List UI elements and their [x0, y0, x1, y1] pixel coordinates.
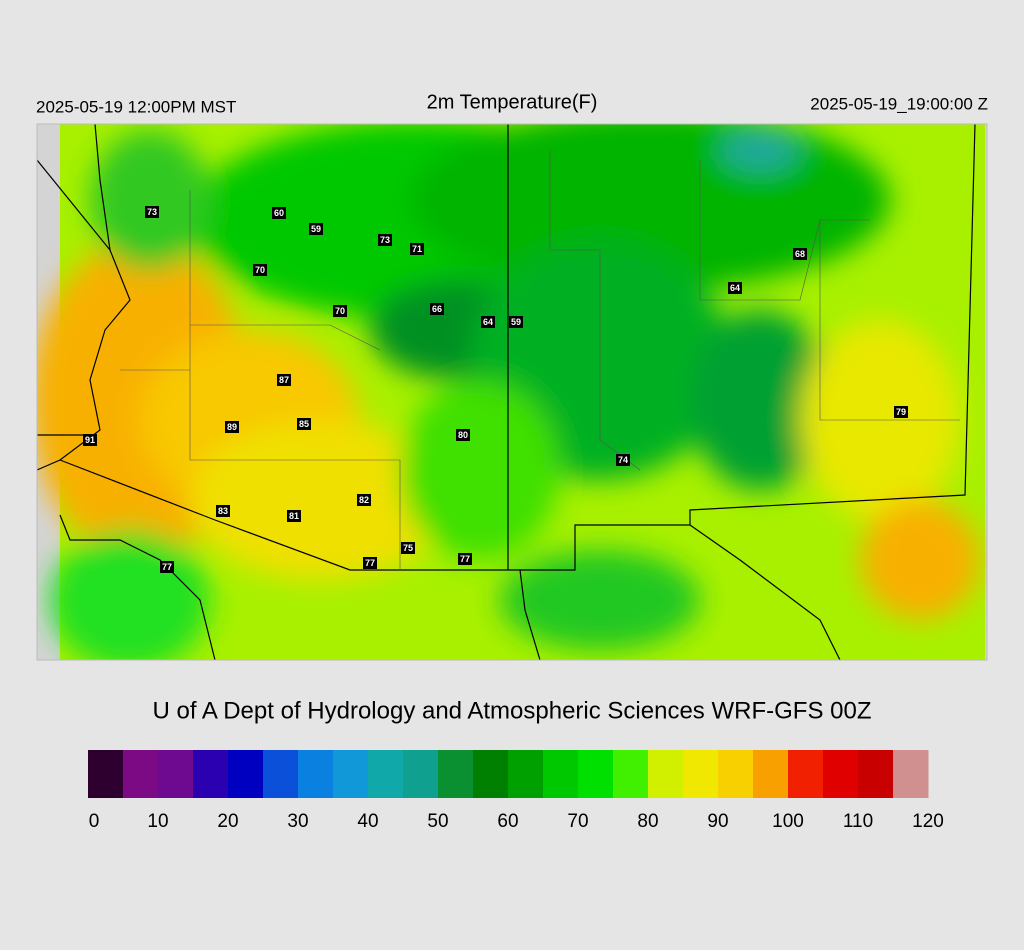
station-label-bg [430, 303, 444, 315]
colorbar-tick-label: 50 [427, 811, 448, 832]
colorbar: 0 10 20 30 40 50 60 70 80 90 100 110 120 [88, 750, 944, 832]
station-label-bg [287, 510, 301, 522]
station-label-bg [272, 207, 286, 219]
station-label-bg [481, 316, 495, 328]
colorbar-segment [438, 750, 474, 798]
station-label: 77 [365, 558, 375, 568]
station-label: 71 [412, 244, 422, 254]
valid-time-local: 2025-05-19 12:00PM MST [36, 97, 236, 116]
colorbar-segment [753, 750, 789, 798]
map-title: 2m Temperature(F) [427, 91, 598, 113]
colorbar-segment [543, 750, 579, 798]
colorbar-segment [613, 750, 649, 798]
valid-time-utc: 2025-05-19_19:00:00 Z [810, 94, 988, 113]
station-label-bg [456, 429, 470, 441]
station-label-bg [83, 434, 97, 446]
station-label: 81 [289, 511, 299, 521]
station-label: 70 [255, 265, 265, 275]
station-label: 59 [511, 317, 521, 327]
station-label: 82 [359, 495, 369, 505]
colorbar-segment [858, 750, 894, 798]
station-label: 59 [311, 224, 321, 234]
colorbar-segment [823, 750, 859, 798]
station-label-bg [410, 243, 424, 255]
station-label-bg [363, 557, 377, 569]
station-label: 87 [279, 375, 289, 385]
colorbar-segment [473, 750, 509, 798]
station-label-bg [145, 206, 159, 218]
colorbar-segment [403, 750, 439, 798]
station-label-bg [401, 542, 415, 554]
colorbar-segment [893, 750, 929, 798]
station-label: 64 [483, 317, 493, 327]
station-label-bg [333, 305, 347, 317]
colorbar-tick-label: 110 [843, 811, 873, 832]
station-label-bg [357, 494, 371, 506]
colorbar-segment [718, 750, 754, 798]
colorbar-segment [578, 750, 614, 798]
colorbar-segment [333, 750, 369, 798]
station-label-bg [509, 316, 523, 328]
station-label: 73 [147, 207, 157, 217]
station-label-bg [894, 406, 908, 418]
station-label-bg [458, 553, 472, 565]
colorbar-tick-label: 120 [912, 811, 944, 832]
colorbar-tick-label: 60 [497, 811, 518, 832]
colorbar-segment [298, 750, 334, 798]
colorbar-segment [683, 750, 719, 798]
colorbar-segment [88, 750, 124, 798]
station-label: 68 [795, 249, 805, 259]
station-label-bg [309, 223, 323, 235]
colorbar-tick-label: 30 [287, 811, 308, 832]
colorbar-tick-label: 20 [217, 811, 238, 832]
station-label-bg [216, 505, 230, 517]
station-label-bg [160, 561, 174, 573]
station-label: 80 [458, 430, 468, 440]
station-label: 85 [299, 419, 309, 429]
station-label-bg [793, 248, 807, 260]
colorbar-segment [648, 750, 684, 798]
station-label: 74 [618, 455, 628, 465]
colorbar-tick-label: 70 [567, 811, 588, 832]
colorbar-segment [788, 750, 824, 798]
colorbar-segment [508, 750, 544, 798]
station-label: 89 [227, 422, 237, 432]
colorbar-segment [228, 750, 264, 798]
station-label: 75 [403, 543, 413, 553]
colorbar-tick-label: 100 [772, 811, 804, 832]
colorbar-segment [193, 750, 229, 798]
station-label: 66 [432, 304, 442, 314]
station-label-bg [297, 418, 311, 430]
station-label: 79 [896, 407, 906, 417]
colorbar-segment [368, 750, 404, 798]
station-label-bg [225, 421, 239, 433]
station-label-bg [728, 282, 742, 294]
credit: U of A Dept of Hydrology and Atmospheric… [153, 697, 872, 724]
station-label: 77 [162, 562, 172, 572]
station-label: 77 [460, 554, 470, 564]
colorbar-segment [123, 750, 159, 798]
temperature-field [37, 124, 987, 660]
station-label: 83 [218, 506, 228, 516]
station-label-bg [378, 234, 392, 246]
station-labels: 73 60 59 73 71 70 70 66 64 59 68 64 87 89 85 80 91 79 74 82… [83, 206, 908, 573]
station-label-bg [253, 264, 267, 276]
station-label-bg [616, 454, 630, 466]
colorbar-segment [158, 750, 194, 798]
colorbar-tick-label: 90 [707, 811, 728, 832]
station-label-bg [277, 374, 291, 386]
colorbar-tick-label: 40 [357, 811, 378, 832]
station-label: 70 [335, 306, 345, 316]
station-label: 60 [274, 208, 284, 218]
station-label: 73 [380, 235, 390, 245]
colorbar-segment [263, 750, 299, 798]
station-label: 91 [85, 435, 95, 445]
colorbar-tick-label: 80 [637, 811, 658, 832]
colorbar-tick-label: 10 [147, 811, 168, 832]
colorbar-tick-label: 0 [89, 811, 100, 832]
station-label: 64 [730, 283, 740, 293]
